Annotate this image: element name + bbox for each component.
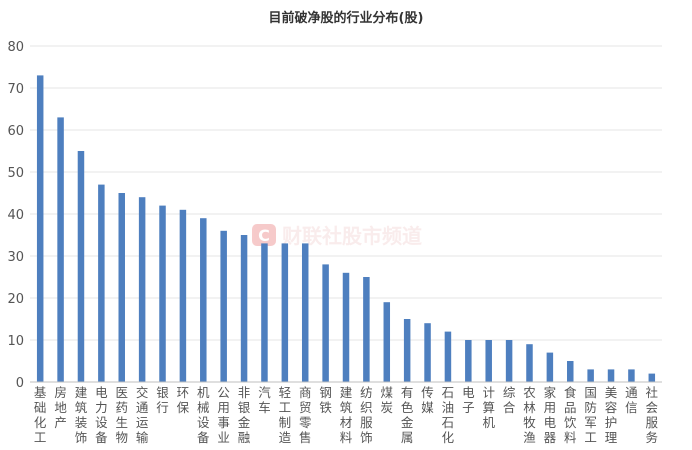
x-axis-ticks: 基础化工房地产建筑装饰电力设备医药生物交通运输银行环保机械设备公用事业非银金融汽… xyxy=(34,385,659,445)
x-tick-label: 机械设备 xyxy=(197,385,210,445)
y-tick-label: 50 xyxy=(7,166,24,181)
x-tick-label: 家用电器 xyxy=(544,385,557,445)
x-tick-label: 通信 xyxy=(625,385,638,415)
watermark-logo-letter: C xyxy=(258,226,270,245)
bar xyxy=(261,243,268,382)
y-axis-ticks: 0 10 20 30 40 50 60 70 80 xyxy=(7,40,24,391)
watermark-logo-icon xyxy=(252,224,276,246)
x-tick-label: 环保 xyxy=(177,385,190,415)
x-tick-label: 纺织服饰 xyxy=(360,385,373,445)
bar xyxy=(240,235,248,382)
y-tick-label: 10 xyxy=(7,334,24,349)
bar xyxy=(138,197,146,382)
bar xyxy=(546,352,554,382)
x-tick-label: 农林牧渔 xyxy=(523,385,536,445)
bar xyxy=(363,277,370,382)
x-tick-label: 公用事业 xyxy=(217,385,230,445)
x-tick-label: 电力设备 xyxy=(95,385,108,445)
y-tick-label: 0 xyxy=(16,376,24,391)
x-tick-label: 商贸零售 xyxy=(299,385,312,445)
bar xyxy=(485,340,492,382)
bar xyxy=(424,323,431,382)
bar xyxy=(220,230,227,382)
x-tick-label: 石油石化 xyxy=(442,385,455,445)
x-tick-label: 医药生物 xyxy=(115,385,128,445)
bar xyxy=(526,344,533,382)
x-tick-label: 电子 xyxy=(462,385,475,415)
x-tick-label: 银行 xyxy=(156,385,169,415)
bar xyxy=(36,75,44,383)
x-tick-label: 建筑装饰 xyxy=(75,385,88,445)
bar xyxy=(587,369,594,382)
y-tick-label: 30 xyxy=(7,250,24,265)
x-tick-label: 钢铁 xyxy=(319,385,332,415)
bar xyxy=(383,302,391,382)
bar xyxy=(77,151,85,382)
x-tick-label: 汽车 xyxy=(258,385,271,415)
x-tick-label: 基础化工 xyxy=(34,385,47,445)
x-tick-label: 房地产 xyxy=(54,385,67,430)
bar xyxy=(342,272,350,382)
x-tick-label: 国防军工 xyxy=(584,385,597,445)
y-tick-label: 80 xyxy=(7,40,24,55)
bar xyxy=(179,209,187,382)
x-tick-label: 传媒 xyxy=(421,385,434,415)
bar xyxy=(567,361,574,382)
x-tick-label: 轻工制造 xyxy=(279,385,292,445)
x-tick-label: 社会服务 xyxy=(646,385,659,445)
x-tick-label: 非银金融 xyxy=(238,385,251,445)
bar xyxy=(118,193,125,382)
bar xyxy=(57,117,64,383)
x-tick-label: 有色金属 xyxy=(401,385,414,445)
x-tick-label: 综合 xyxy=(503,385,516,415)
bar xyxy=(465,340,472,382)
x-tick-label: 食品饮料 xyxy=(564,385,577,445)
y-tick-label: 40 xyxy=(7,208,24,223)
x-tick-label: 建筑材料 xyxy=(340,385,353,445)
watermark: C 财联社股市频道 xyxy=(252,224,422,248)
x-tick-label: 煤炭 xyxy=(381,385,394,415)
bar xyxy=(281,243,289,382)
bar xyxy=(403,319,411,382)
chart-title: 目前破净股的行业分布(股) xyxy=(269,10,424,26)
bar xyxy=(98,184,105,382)
y-tick-label: 20 xyxy=(7,292,24,307)
bars xyxy=(36,75,656,383)
bar xyxy=(200,218,207,382)
bar xyxy=(444,331,452,382)
bar xyxy=(159,205,166,382)
y-tick-label: 70 xyxy=(7,82,24,97)
bar xyxy=(301,243,309,382)
y-tick-label: 60 xyxy=(7,124,24,139)
x-tick-label: 美容护理 xyxy=(605,385,618,445)
bar xyxy=(322,264,329,382)
bar xyxy=(648,373,656,382)
bar xyxy=(628,369,635,382)
bar xyxy=(607,369,615,382)
x-tick-label: 计算机 xyxy=(482,385,495,430)
bar xyxy=(505,340,513,382)
x-tick-label: 交通运输 xyxy=(136,385,149,445)
gridlines xyxy=(30,45,662,341)
